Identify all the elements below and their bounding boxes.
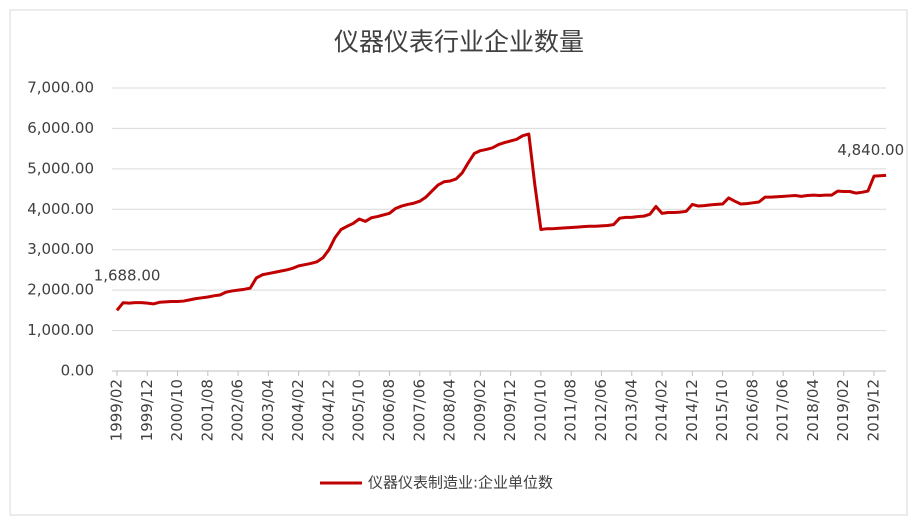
x-tick-label: 1999/12 [138,379,156,441]
x-tick-label: 2019/02 [834,379,852,441]
x-tick-label: 1999/02 [108,379,126,441]
x-tick-label: 2012/06 [592,379,610,441]
y-tick-label: 5,000.00 [27,159,94,177]
y-tick-label: 6,000.00 [27,119,94,137]
x-tick-label: 2009/02 [471,379,489,441]
x-tick-label: 2014/12 [683,379,701,441]
x-tick-label: 2015/10 [713,379,731,441]
x-tick-label: 2017/06 [774,379,792,441]
x-tick-label: 2018/04 [804,379,822,441]
x-tick-label: 2014/02 [653,379,671,441]
x-tick-label: 2000/10 [168,379,186,441]
y-tick-label: 4,000.00 [27,200,94,218]
data-label: 4,840.00 [837,141,904,159]
chart-border [9,9,908,516]
y-tick-label: 7,000.00 [27,79,94,97]
x-tick-label: 2003/04 [259,379,277,441]
x-tick-label: 2019/12 [865,379,883,441]
x-tick-label: 2009/12 [501,379,519,441]
x-tick-label: 2007/06 [410,379,428,441]
x-tick-label: 2001/08 [198,379,216,441]
chart-title: 仪器仪表行业企业数量 [334,28,584,57]
y-tick-label: 0.00 [61,362,94,380]
x-tick-label: 2016/08 [743,379,761,441]
y-tick-label: 2,000.00 [27,281,94,299]
y-tick-label: 1,000.00 [27,321,94,339]
x-tick-label: 2002/06 [229,379,247,441]
x-tick-label: 2013/04 [622,379,640,441]
y-tick-label: 3,000.00 [27,240,94,258]
x-tick-label: 2010/10 [531,379,549,441]
legend-label: 仪器仪表制造业:企业单位数 [368,474,553,492]
x-tick-label: 2008/04 [441,379,459,441]
x-tick-label: 2005/10 [350,379,368,441]
x-tick-label: 2004/12 [319,379,337,441]
data-label: 1,688.00 [94,266,161,284]
line [115,132,887,312]
x-tick-label: 2004/02 [289,379,307,441]
x-tick-label: 2011/08 [562,379,580,441]
x-tick-label: 2006/08 [380,379,398,441]
